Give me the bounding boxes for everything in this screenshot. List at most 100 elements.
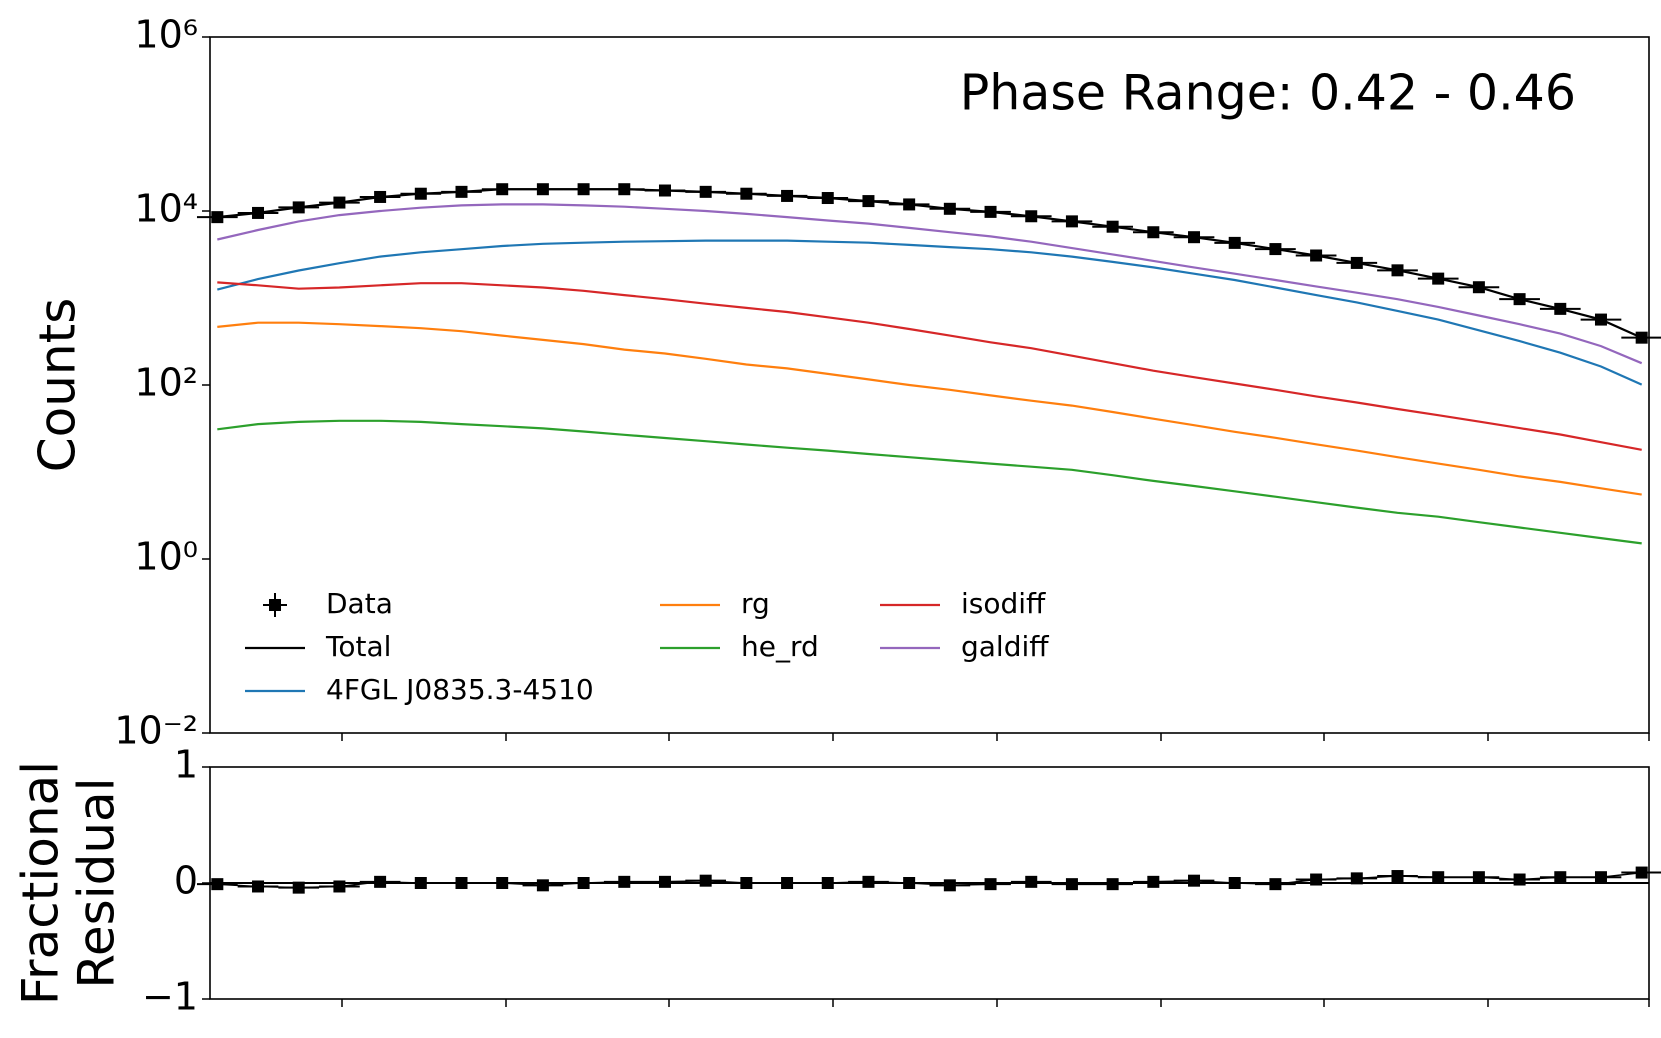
data-point <box>1432 871 1445 884</box>
y-axis-label: Fractional <box>12 761 70 1005</box>
y-tick-label: 10² <box>134 361 198 405</box>
legend-label: isodiff <box>961 587 1046 620</box>
data-point <box>1513 293 1526 306</box>
y-tick-label: 10⁰ <box>134 535 198 579</box>
data-point <box>1350 872 1363 885</box>
data-point <box>1391 870 1404 883</box>
data-point <box>618 875 631 888</box>
data-point <box>374 190 387 203</box>
data-point <box>455 877 468 889</box>
data-point <box>1513 873 1526 886</box>
data-point <box>1269 878 1282 891</box>
axes-frame <box>209 766 1650 1000</box>
data-point <box>699 185 712 198</box>
data-point <box>821 877 834 889</box>
data-point <box>414 877 427 889</box>
data-point <box>903 198 916 211</box>
data-point <box>1269 243 1282 256</box>
data-point <box>984 205 997 218</box>
data-point <box>577 183 590 196</box>
axes-frame <box>209 36 1650 734</box>
data-point <box>1472 281 1485 294</box>
data-point <box>862 875 875 888</box>
y-tick-label: 10⁻² <box>114 709 198 753</box>
data-point <box>1147 226 1160 239</box>
data-point <box>658 875 671 888</box>
y-tick-label: 1 <box>174 743 198 787</box>
legend-handle <box>269 599 281 611</box>
series-line <box>217 239 1643 386</box>
data-point <box>740 187 753 200</box>
data-point <box>781 877 794 889</box>
data-point <box>1472 871 1485 884</box>
data-point <box>333 880 346 893</box>
data-point <box>943 879 956 892</box>
data-point <box>1554 871 1567 884</box>
data-point <box>658 184 671 197</box>
annotation: Phase Range: 0.42 - 0.46 <box>960 65 1576 122</box>
data-point <box>1025 875 1038 888</box>
data-point <box>374 875 387 888</box>
data-point <box>618 183 631 196</box>
data-point <box>1106 878 1119 891</box>
data-point <box>1310 873 1323 886</box>
data-point <box>211 878 224 891</box>
data-point <box>1065 878 1078 891</box>
legend-label: Data <box>326 587 393 620</box>
y-tick-label: 10⁶ <box>134 13 198 57</box>
y-tick-label: 10⁴ <box>134 187 198 231</box>
data-point <box>1350 256 1363 269</box>
data-point <box>1391 264 1404 277</box>
data-point <box>1594 313 1607 326</box>
data-point <box>1228 236 1241 249</box>
data-point <box>740 877 753 889</box>
data-point <box>577 877 590 889</box>
data-point <box>496 877 509 889</box>
data-point <box>1025 210 1038 223</box>
data-point <box>943 202 956 215</box>
legend-label: 4FGL J0835.3-4510 <box>326 673 594 706</box>
series-line <box>217 321 1642 496</box>
data-point <box>1188 231 1201 244</box>
data-point <box>1594 871 1607 884</box>
x-minor-ticks <box>341 733 1650 1007</box>
data-point <box>699 874 712 887</box>
data-point <box>455 185 468 198</box>
data-point <box>536 879 549 892</box>
data-point <box>862 195 875 208</box>
data-point <box>414 187 427 200</box>
data-point <box>252 206 265 219</box>
data-point <box>1147 875 1160 888</box>
y-axis-label: Residual <box>68 777 126 988</box>
legend-label: galdiff <box>961 630 1049 663</box>
legend-label: rg <box>741 587 770 620</box>
series-line <box>217 419 1642 545</box>
data-point <box>292 881 305 894</box>
data-point <box>1554 302 1567 315</box>
y-tick-label: 0 <box>174 859 198 903</box>
data-point <box>781 189 794 202</box>
data-point <box>1188 874 1201 887</box>
data-point <box>536 183 549 196</box>
y-axis-label: Counts <box>29 298 87 473</box>
data-point <box>821 192 834 205</box>
legend-label: Total <box>325 630 391 663</box>
data-point <box>1432 272 1445 285</box>
data-point <box>1635 866 1648 879</box>
data-point <box>1106 220 1119 233</box>
data-point <box>496 183 509 196</box>
y-tick-label: −1 <box>142 975 198 1019</box>
legend-label: he_rd <box>741 630 819 663</box>
data-point <box>211 211 224 224</box>
series-line <box>217 203 1643 365</box>
data-point <box>292 201 305 214</box>
data-point <box>903 877 916 889</box>
data-point <box>1635 331 1648 344</box>
data-point <box>333 196 346 209</box>
series-line <box>217 281 1642 451</box>
data-point <box>1310 249 1323 262</box>
data-point <box>1228 877 1241 889</box>
data-point <box>984 878 997 891</box>
